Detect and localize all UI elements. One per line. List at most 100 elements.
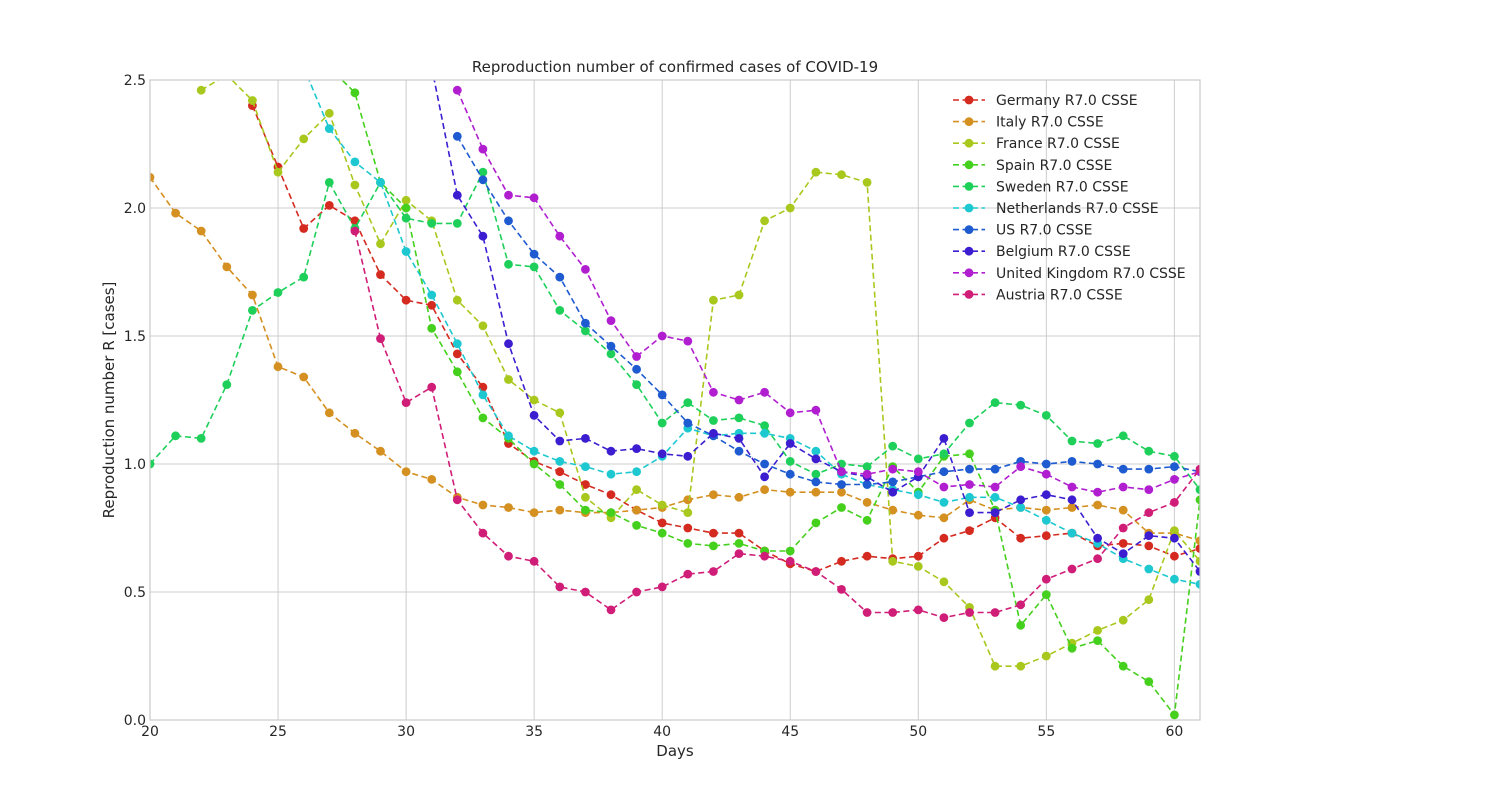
data-point bbox=[606, 469, 616, 479]
data-point bbox=[555, 480, 565, 489]
data-point bbox=[939, 449, 949, 459]
legend-label: Germany R7.0 CSSE bbox=[996, 93, 1138, 109]
data-point bbox=[350, 88, 360, 98]
data-point bbox=[1093, 636, 1102, 645]
data-point bbox=[248, 290, 257, 300]
data-point bbox=[760, 459, 769, 469]
data-point bbox=[862, 178, 872, 187]
data-point bbox=[452, 295, 462, 305]
data-point bbox=[837, 170, 846, 180]
data-point bbox=[1195, 536, 1200, 546]
data-point bbox=[862, 608, 872, 617]
data-point bbox=[862, 515, 872, 525]
data-point bbox=[401, 195, 411, 205]
data-point bbox=[1144, 485, 1154, 494]
data-point bbox=[273, 167, 283, 177]
data-point bbox=[657, 390, 667, 400]
data-point bbox=[427, 475, 437, 484]
data-point bbox=[222, 380, 232, 389]
x-axis-label: Days bbox=[656, 742, 694, 760]
y-tick-label: 1.0 bbox=[124, 457, 146, 473]
data-point bbox=[811, 477, 821, 487]
data-point bbox=[555, 436, 565, 446]
data-point bbox=[1118, 661, 1128, 671]
data-point bbox=[581, 265, 590, 274]
data-point bbox=[196, 226, 206, 236]
data-point bbox=[734, 413, 744, 423]
data-point bbox=[324, 408, 334, 418]
data-point bbox=[1041, 469, 1051, 479]
data-point bbox=[888, 464, 898, 474]
data-point bbox=[555, 408, 565, 418]
data-point bbox=[150, 459, 155, 469]
data-point bbox=[888, 556, 898, 566]
x-tick-label: 55 bbox=[1037, 724, 1055, 740]
data-point bbox=[913, 454, 923, 464]
data-point bbox=[555, 306, 565, 315]
data-point bbox=[811, 518, 821, 528]
data-point bbox=[888, 505, 898, 515]
data-point bbox=[1041, 411, 1051, 420]
data-point bbox=[811, 469, 821, 479]
data-point bbox=[683, 569, 693, 579]
data-point bbox=[606, 446, 616, 456]
data-point bbox=[683, 418, 693, 428]
data-point bbox=[734, 395, 744, 405]
data-point bbox=[452, 367, 462, 377]
legend-label: US R7.0 CSSE bbox=[996, 223, 1092, 239]
data-point bbox=[1016, 462, 1026, 471]
data-point bbox=[1041, 459, 1051, 469]
data-point bbox=[1144, 564, 1154, 574]
data-point bbox=[427, 63, 436, 72]
series-line bbox=[354, 230, 1200, 619]
data-point bbox=[1118, 539, 1128, 548]
data-point bbox=[1093, 626, 1102, 635]
data-point bbox=[1144, 508, 1154, 517]
data-point bbox=[939, 467, 949, 477]
data-point bbox=[350, 428, 360, 438]
data-point bbox=[1016, 503, 1026, 512]
plot-area bbox=[150, 80, 1200, 720]
data-point bbox=[760, 428, 769, 438]
data-point bbox=[785, 546, 795, 556]
data-point bbox=[913, 551, 923, 561]
legend-label: Spain R7.0 CSSE bbox=[996, 158, 1112, 174]
data-point bbox=[709, 428, 718, 438]
data-point bbox=[478, 390, 488, 400]
data-point bbox=[965, 449, 974, 459]
data-point bbox=[299, 372, 309, 382]
data-point bbox=[529, 411, 539, 420]
data-point bbox=[248, 96, 257, 105]
x-tick-label: 50 bbox=[909, 724, 927, 740]
legend-swatch-marker bbox=[964, 117, 974, 126]
data-point bbox=[171, 208, 181, 218]
data-point bbox=[529, 193, 539, 203]
data-point bbox=[325, 63, 334, 72]
data-point bbox=[913, 467, 923, 477]
legend-swatch-marker bbox=[964, 95, 974, 105]
data-point bbox=[1118, 549, 1128, 558]
data-point bbox=[1016, 661, 1026, 671]
data-point bbox=[299, 134, 309, 144]
data-point bbox=[990, 661, 1000, 671]
data-point bbox=[785, 556, 795, 566]
data-point bbox=[478, 413, 488, 423]
data-point bbox=[709, 567, 718, 576]
x-tick-label: 20 bbox=[141, 724, 159, 740]
legend-swatch-marker bbox=[964, 138, 974, 148]
data-point bbox=[1118, 523, 1128, 533]
data-point bbox=[965, 492, 974, 502]
data-point bbox=[401, 398, 411, 407]
data-point bbox=[1093, 487, 1102, 497]
legend-swatch-marker bbox=[964, 160, 974, 170]
data-point bbox=[1144, 541, 1154, 551]
data-point bbox=[299, 272, 309, 282]
data-point bbox=[734, 492, 744, 502]
data-point bbox=[1067, 457, 1077, 466]
data-point bbox=[1195, 464, 1200, 474]
data-point bbox=[888, 608, 898, 617]
data-point bbox=[709, 490, 718, 500]
data-point bbox=[709, 416, 718, 425]
data-point bbox=[734, 528, 744, 538]
data-point bbox=[965, 508, 974, 517]
